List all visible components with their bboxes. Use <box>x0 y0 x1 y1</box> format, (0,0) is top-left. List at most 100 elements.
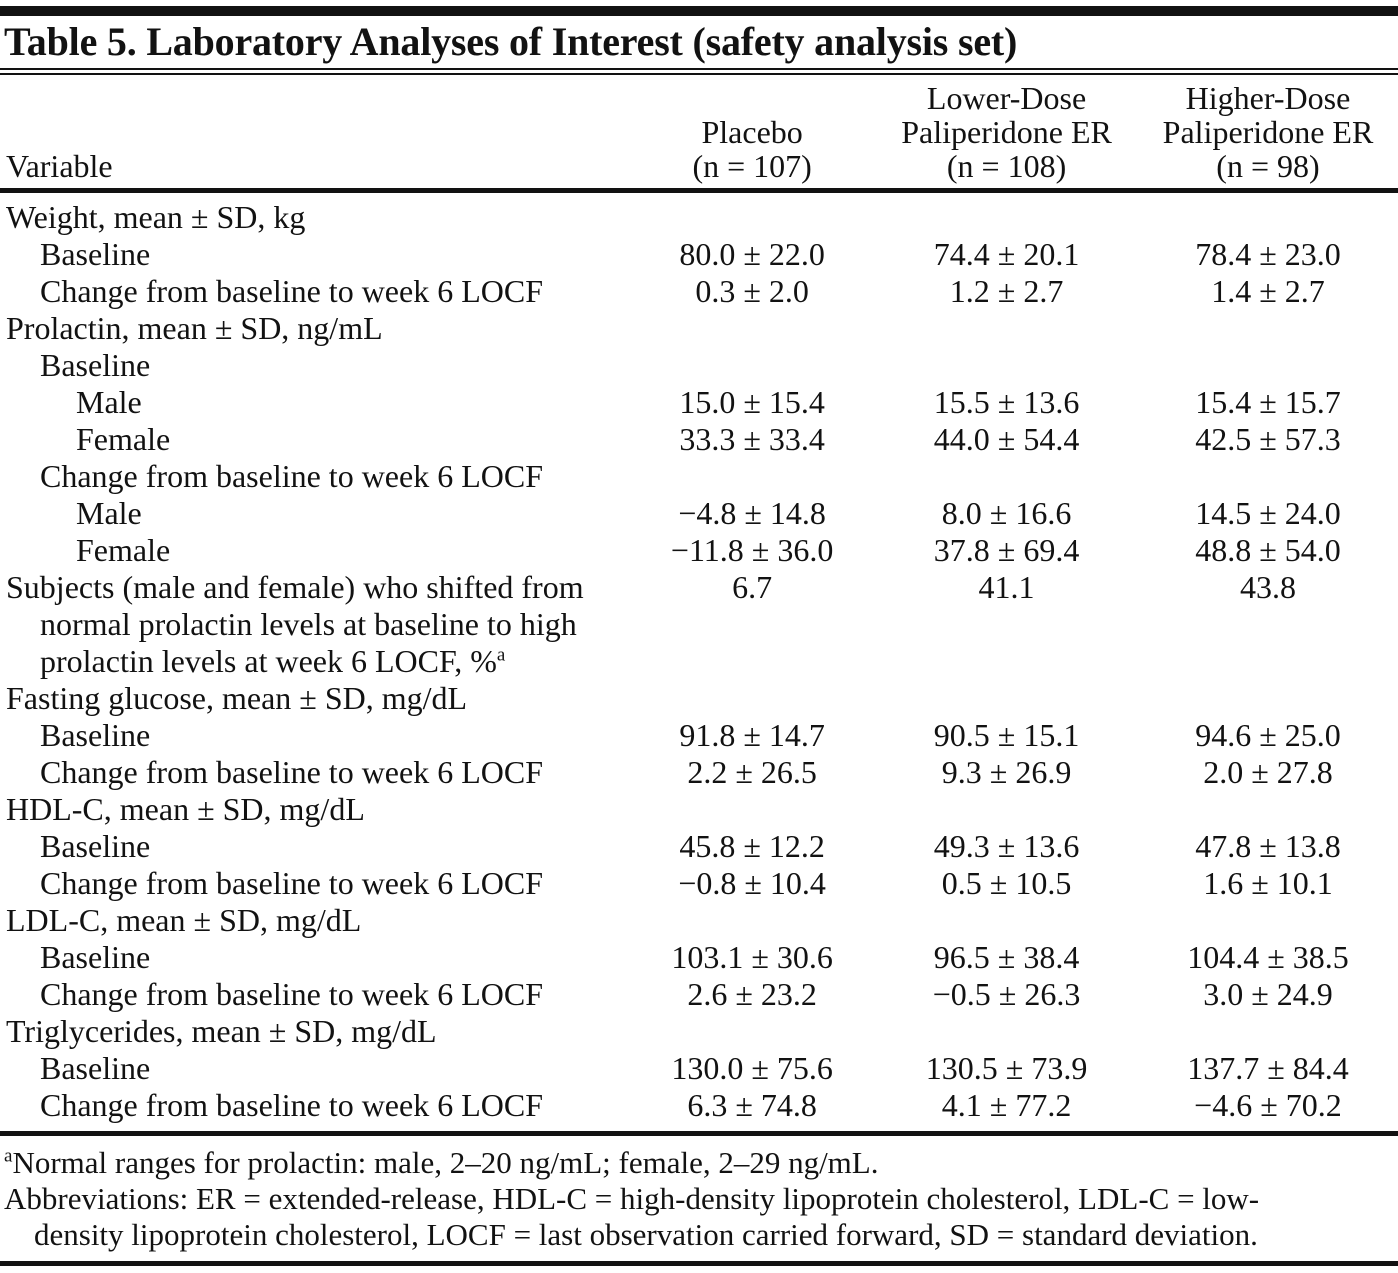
table-row: Baseline 45.8 ± 12.2 49.3 ± 13.6 47.8 ± … <box>0 828 1398 865</box>
row-value: −4.6 ± 70.2 <box>1194 1087 1342 1123</box>
row-value <box>875 347 1138 384</box>
row-label: Baseline <box>0 717 629 754</box>
row-value: −4.8 ± 14.8 <box>678 495 826 531</box>
table-row: Change from baseline to week 6 LOCF 2.2 … <box>0 754 1398 791</box>
column-header-placebo: Placebo (n = 107) <box>629 75 876 193</box>
row-label: Prolactin, mean ± SD, ng/mL <box>0 310 629 347</box>
row-label: Change from baseline to week 6 LOCF <box>0 754 629 791</box>
table-title: Table 5. Laboratory Analyses of Interest… <box>4 19 1018 64</box>
row-value <box>629 643 875 680</box>
table-row: prolactin levels at week 6 LOCF, %a <box>0 643 1398 680</box>
row-label: Change from baseline to week 6 LOCF <box>0 458 629 495</box>
row-value: 103.1 ± 30.6 <box>671 939 833 975</box>
table-row: Fasting glucose, mean ± SD, mg/dL <box>0 680 1398 717</box>
header-line: (n = 108) <box>946 148 1067 184</box>
row-label-text: Triglycerides, mean ± SD, mg/dL <box>6 1013 437 1049</box>
row-value: 41.1 <box>978 569 1035 605</box>
row-value <box>629 458 875 495</box>
row-label: Change from baseline to week 6 LOCF <box>0 273 629 310</box>
row-value <box>1138 1013 1398 1050</box>
row-label: LDL-C, mean ± SD, mg/dL <box>0 902 629 939</box>
row-label: Female <box>0 421 629 458</box>
row-value: 1.6 ± 10.1 <box>1203 865 1333 901</box>
row-value: 4.1 ± 77.2 <box>941 1087 1072 1123</box>
row-label-text: Male <box>76 495 142 531</box>
row-value: 1.4 ± 2.7 <box>1211 273 1325 309</box>
row-value <box>629 606 875 643</box>
row-value: 90.5 ± 15.1 <box>933 717 1080 753</box>
row-value: 94.6 ± 25.0 <box>1195 717 1341 753</box>
row-value: 2.6 ± 23.2 <box>687 976 817 1012</box>
row-value: 15.5 ± 13.6 <box>933 384 1080 420</box>
row-value: −0.8 ± 10.4 <box>678 865 826 901</box>
row-label: Fasting glucose, mean ± SD, mg/dL <box>0 680 629 717</box>
row-value: 130.5 ± 73.9 <box>925 1050 1088 1086</box>
row-value <box>1138 902 1398 939</box>
table-row: Prolactin, mean ± SD, ng/mL <box>0 310 1398 347</box>
row-value: 48.8 ± 54.0 <box>1195 532 1341 568</box>
row-value <box>875 1013 1138 1050</box>
table-row: Male −4.8 ± 14.8 8.0 ± 16.6 14.5 ± 24.0 <box>0 495 1398 532</box>
row-label: Baseline <box>0 939 629 976</box>
footnote-line: aNormal ranges for prolactin: male, 2–20… <box>4 1145 1394 1181</box>
row-value: 3.0 ± 24.9 <box>1203 976 1333 1012</box>
row-value <box>875 458 1138 495</box>
row-label: Female <box>0 532 629 569</box>
row-label: Triglycerides, mean ± SD, mg/dL <box>0 1013 629 1050</box>
row-value: 37.8 ± 69.4 <box>933 532 1080 568</box>
row-value: 6.3 ± 74.8 <box>687 1087 817 1123</box>
header-line: Variable <box>6 148 113 184</box>
row-label: Subjects (male and female) who shifted f… <box>0 569 629 606</box>
row-label: prolactin levels at week 6 LOCF, %a <box>0 643 629 680</box>
row-value <box>875 791 1138 828</box>
row-label-text: Baseline <box>40 828 151 864</box>
table-row: Female −11.8 ± 36.0 37.8 ± 69.4 48.8 ± 5… <box>0 532 1398 569</box>
row-label-text: Change from baseline to week 6 LOCF <box>40 273 543 309</box>
row-label-text: Fasting glucose, mean ± SD, mg/dL <box>6 680 468 716</box>
row-value: 2.0 ± 27.8 <box>1203 754 1333 790</box>
row-value <box>1138 606 1398 643</box>
row-value <box>629 310 875 347</box>
footnote-text: density lipoprotein cholesterol, LOCF = … <box>34 1217 1258 1252</box>
row-value: 33.3 ± 33.4 <box>679 421 825 457</box>
row-value: −0.5 ± 26.3 <box>932 976 1081 1012</box>
row-label: Baseline <box>0 347 629 384</box>
table-row: Change from baseline to week 6 LOCF <box>0 458 1398 495</box>
title-divider <box>0 68 1398 75</box>
header-line: Placebo <box>701 114 803 150</box>
header-line: Paliperidone ER <box>1162 114 1374 150</box>
column-header-variable: Variable <box>0 75 630 193</box>
row-value: 47.8 ± 13.8 <box>1195 828 1341 864</box>
row-value <box>875 680 1138 717</box>
footnote-line: density lipoprotein cholesterol, LOCF = … <box>4 1217 1394 1253</box>
row-label-text: Change from baseline to week 6 LOCF <box>40 754 543 790</box>
column-header-higher-dose: Higher-Dose Paliperidone ER (n = 98) <box>1137 75 1398 193</box>
table-row: Female 33.3 ± 33.4 44.0 ± 54.4 42.5 ± 57… <box>0 421 1398 458</box>
row-label-text: Change from baseline to week 6 LOCF <box>40 458 543 494</box>
table-row: HDL-C, mean ± SD, mg/dL <box>0 791 1398 828</box>
row-label-text: Female <box>76 421 171 457</box>
row-label-text: Baseline <box>40 939 151 975</box>
row-label-text: Subjects (male and female) who shifted f… <box>6 569 584 605</box>
row-value <box>629 191 875 237</box>
footnotes: aNormal ranges for prolactin: male, 2–20… <box>0 1136 1398 1261</box>
row-value <box>875 191 1138 237</box>
row-value: −11.8 ± 36.0 <box>670 532 834 568</box>
row-label-text: normal prolactin levels at baseline to h… <box>40 606 577 642</box>
row-value: 14.5 ± 24.0 <box>1195 495 1341 531</box>
row-label-text: Female <box>76 532 171 568</box>
table-row: LDL-C, mean ± SD, mg/dL <box>0 902 1398 939</box>
row-label-sup: a <box>496 644 506 666</box>
table-row: Change from baseline to week 6 LOCF 6.3 … <box>0 1087 1398 1124</box>
row-label-text: Baseline <box>40 236 151 272</box>
row-label-text: Male <box>76 384 142 420</box>
row-label-text: Weight, mean ± SD, kg <box>6 199 306 235</box>
row-value: 15.4 ± 15.7 <box>1195 384 1341 420</box>
table-row: Baseline 130.0 ± 75.6 130.5 ± 73.9 137.7… <box>0 1050 1398 1087</box>
row-value: 0.3 ± 2.0 <box>695 273 809 309</box>
row-label: Baseline <box>0 1050 629 1087</box>
row-value: 137.7 ± 84.4 <box>1187 1050 1349 1086</box>
row-value <box>875 643 1138 680</box>
row-value <box>1138 347 1398 384</box>
table-row: Baseline 91.8 ± 14.7 90.5 ± 15.1 94.6 ± … <box>0 717 1398 754</box>
